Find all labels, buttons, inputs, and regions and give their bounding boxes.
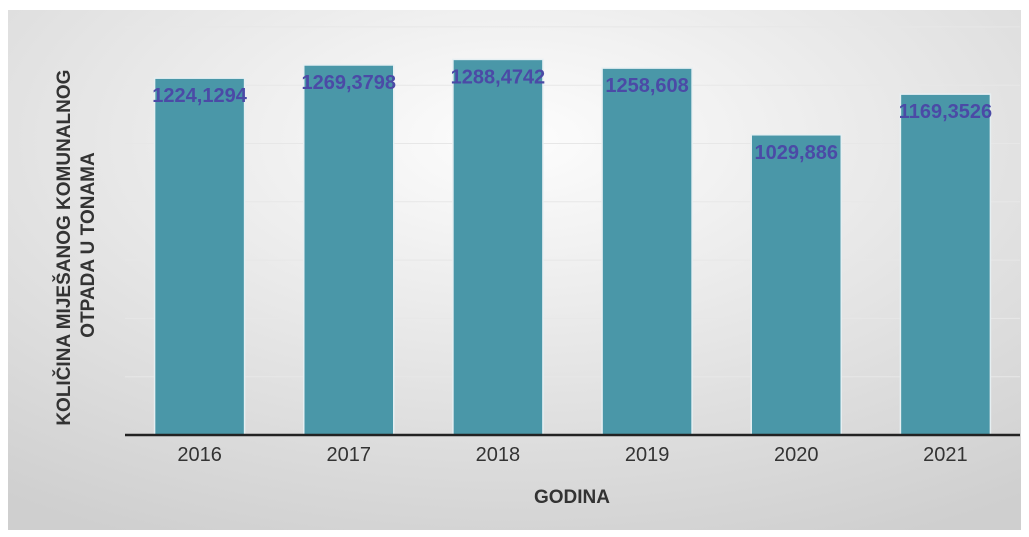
- x-tick-2018: 2018: [476, 444, 521, 466]
- bar-2018: [452, 58, 544, 436]
- x-tick-2017: 2017: [327, 444, 372, 466]
- y-axis-title-line-1: KOLIČINA MIJEŠANOG KOMUNALNOG: [53, 70, 75, 426]
- bar-2020: [750, 134, 842, 436]
- bar-2016: [153, 77, 246, 436]
- x-tick-labels: 2016 2017 2018 2019 2020 2021: [177, 444, 967, 466]
- y-axis-title-line-2: OTPADA U TONAMA: [78, 152, 99, 338]
- y-axis-title: KOLIČINA MIJEŠANOG KOMUNALNOG OTPADA U T…: [53, 64, 99, 425]
- data-label-2016: 1224,1294: [152, 85, 247, 107]
- bar-2019: [601, 67, 693, 436]
- data-label-2019: 1258,608: [605, 75, 688, 97]
- gridlines: [125, 26, 1020, 378]
- bar-2017: [303, 64, 395, 436]
- x-tick-2020: 2020: [774, 444, 819, 466]
- data-label-2017: 1269,3798: [301, 72, 396, 94]
- data-label-2021: 1169,3526: [899, 101, 992, 123]
- data-labels: 1224,1294 1269,3798 1288,4742 1258,608 1029,…: [152, 66, 992, 163]
- x-tick-2019: 2019: [625, 444, 670, 466]
- x-tick-2016: 2016: [177, 444, 222, 466]
- bar-2021: [899, 93, 992, 436]
- x-tick-2021: 2021: [923, 444, 968, 466]
- data-label-2018: 1288,4742: [451, 66, 546, 88]
- x-axis-title: GODINA: [534, 487, 610, 508]
- data-label-2020: 1029,886: [755, 142, 838, 164]
